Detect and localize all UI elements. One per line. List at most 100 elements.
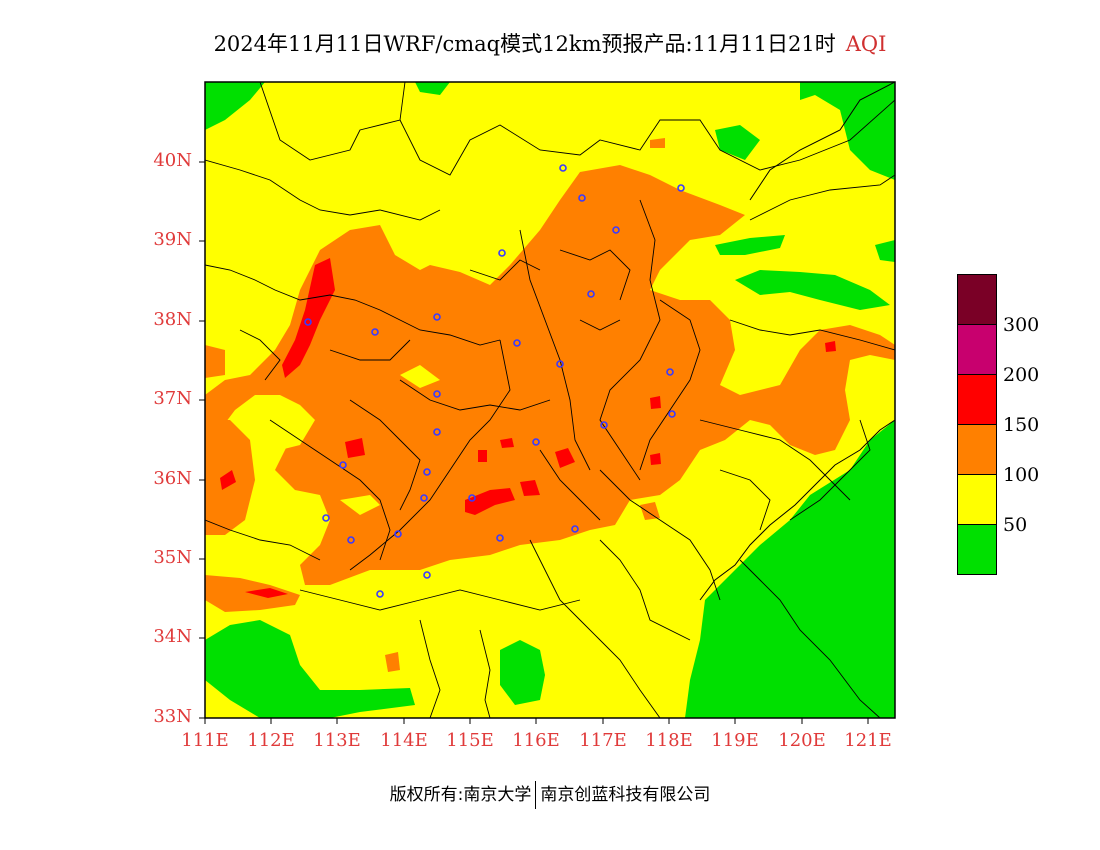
lon-label: 120E <box>778 730 826 751</box>
station-marker <box>571 525 579 533</box>
station-marker <box>376 590 384 598</box>
station-marker <box>423 468 431 476</box>
region-moderate-hole-2 <box>340 495 380 515</box>
region-unhealthy-10 <box>825 341 836 352</box>
station-marker <box>666 368 674 376</box>
station-marker <box>496 534 504 542</box>
station-marker <box>347 536 355 544</box>
region-unhealthy-1 <box>282 258 335 378</box>
region-usg-small-3 <box>650 138 665 148</box>
region-good-northwest <box>205 82 265 130</box>
legend-swatch <box>957 375 997 425</box>
station-marker <box>578 194 586 202</box>
lat-label: 34N <box>153 626 192 647</box>
legend-label: 300 <box>1003 314 1040 336</box>
region-good-northeast-patch <box>715 125 760 160</box>
lon-label: 119E <box>711 730 759 751</box>
station-marker <box>600 421 608 429</box>
station-marker <box>394 530 402 538</box>
region-unhealthy-11 <box>220 470 236 490</box>
region-unhealthy-8 <box>650 396 661 409</box>
station-marker <box>468 494 476 502</box>
region-unhealthy-2 <box>345 438 365 458</box>
station-marker <box>556 360 564 368</box>
region-moderate-hole-3 <box>400 365 440 388</box>
region-good-south <box>500 640 545 705</box>
station-marker <box>559 164 567 172</box>
lon-label: 115E <box>446 730 494 751</box>
legend-swatch <box>957 475 997 525</box>
station-marker <box>304 318 312 326</box>
footer-separator <box>535 781 537 809</box>
coastline <box>699 82 895 601</box>
station-marker <box>513 339 521 347</box>
region-unhealthy-9 <box>650 453 661 465</box>
lat-label: 37N <box>153 388 192 409</box>
map-title: 2024年11月11日WRF/cmaq模式12km预报产品:11月11日21时 A… <box>0 28 1100 58</box>
region-usg-small-2 <box>640 502 660 520</box>
region-good-northeast <box>800 82 895 180</box>
legend-label: 100 <box>1003 464 1040 486</box>
lat-label: 35N <box>153 547 192 568</box>
title-variable: AQI <box>845 32 887 56</box>
lon-label: 118E <box>645 730 693 751</box>
lat-label: 40N <box>153 150 192 171</box>
lat-label: 33N <box>153 706 192 727</box>
lat-label: 38N <box>153 309 192 330</box>
lon-label: 121E <box>844 730 892 751</box>
legend-swatch <box>957 425 997 475</box>
legend-label: 50 <box>1003 514 1028 536</box>
region-good-top <box>415 82 450 95</box>
region-good-southwest <box>205 620 415 718</box>
lon-label: 111E <box>181 730 229 751</box>
region-good-sea <box>685 420 895 718</box>
station-marker <box>423 571 431 579</box>
region-unhealthy-6 <box>500 438 514 448</box>
legend-label: 200 <box>1003 364 1040 386</box>
region-unhealthy-5 <box>555 448 575 468</box>
station-marker <box>677 184 685 192</box>
lon-label: 114E <box>380 730 428 751</box>
region-unhealthy-12 <box>245 588 288 598</box>
region-usg-west-2 <box>205 345 225 378</box>
region-usg-main <box>205 165 895 585</box>
monitoring-stations <box>304 164 685 598</box>
station-marker <box>339 461 347 469</box>
axis-ticks <box>199 161 869 724</box>
region-moderate-hole-1 <box>270 405 315 450</box>
lat-label: 39N <box>153 229 192 250</box>
region-usg-small-1 <box>385 652 400 672</box>
station-marker <box>498 249 506 257</box>
station-marker <box>322 514 330 522</box>
station-marker <box>420 494 428 502</box>
lon-label: 116E <box>512 730 560 751</box>
copyright-right: 南京创蓝科技有限公司 <box>540 785 711 805</box>
color-legend <box>957 274 997 575</box>
station-marker <box>612 226 620 234</box>
admin-boundaries <box>205 82 895 718</box>
region-unhealthy-4 <box>520 480 540 496</box>
region-unhealthy-7 <box>478 450 487 462</box>
legend-label: 150 <box>1003 414 1040 436</box>
copyright-left: 版权所有:南京大学 <box>389 785 532 805</box>
legend-swatch <box>957 525 997 575</box>
copyright-footer: 版权所有:南京大学 南京创蓝科技有限公司 <box>0 780 1100 809</box>
station-marker <box>587 290 595 298</box>
legend-swatch <box>957 274 997 325</box>
lon-label: 113E <box>313 730 361 751</box>
region-good-east-patch-2 <box>735 270 890 310</box>
station-marker <box>668 410 676 418</box>
region-unhealthy-3 <box>465 488 515 515</box>
region-good-east-patch <box>715 235 785 255</box>
lon-label: 112E <box>247 730 295 751</box>
lon-label: 117E <box>579 730 627 751</box>
title-main: 2024年11月11日WRF/cmaq模式12km预报产品:11月11日21时 <box>213 32 836 56</box>
station-marker <box>532 438 540 446</box>
station-marker <box>433 313 441 321</box>
lat-label: 36N <box>153 468 192 489</box>
region-good-far-east <box>875 240 895 262</box>
region-good-south-small <box>770 683 795 693</box>
station-marker <box>371 328 379 336</box>
station-marker <box>433 390 441 398</box>
